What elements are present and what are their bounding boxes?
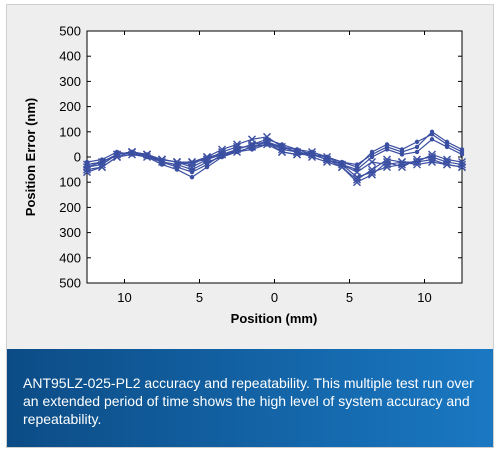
y-tick-label: 400 — [59, 49, 81, 64]
data-point-x — [98, 163, 106, 172]
data-point-x — [353, 173, 361, 182]
data-point-dot — [429, 129, 435, 134]
data-point-dot — [264, 137, 270, 142]
data-point-dot — [399, 152, 405, 157]
data-point-dot — [324, 157, 330, 162]
figure-caption: ANT95LZ-025-PL2 accuracy and repeatabili… — [7, 349, 493, 447]
data-point-dot — [339, 162, 345, 167]
data-point-x — [83, 165, 91, 174]
x-tick-label: 0 — [271, 290, 278, 305]
data-point-x — [368, 165, 376, 174]
data-point-dot — [294, 147, 300, 152]
data-point-dot — [369, 154, 375, 160]
data-point-x — [188, 158, 196, 167]
y-tick-label: 200 — [59, 200, 81, 215]
data-point-dot — [84, 164, 90, 170]
x-tick-label: 5 — [196, 290, 203, 305]
data-point-dot — [354, 167, 360, 172]
y-tick-label: 0 — [74, 150, 81, 165]
y-tick-label: 100 — [59, 175, 81, 190]
data-point-dot — [204, 159, 210, 165]
x-tick-label: 5 — [346, 290, 353, 305]
position-error-chart: 500 400 300 200 100 0 100 200 300 400 500 10 5 0 5 10 P… — [23, 24, 466, 326]
y-tick-label: 200 — [59, 99, 81, 114]
data-point-x — [353, 175, 361, 184]
data-point-dot — [354, 162, 360, 167]
data-point-dot — [459, 147, 465, 152]
data-point-x — [278, 147, 286, 156]
x-tick-label: 10 — [417, 290, 431, 305]
y-axis-label: Position Error (nm) — [23, 98, 38, 216]
data-point-dot — [459, 152, 465, 157]
data-point-dot — [249, 142, 255, 147]
y-tick-label: 500 — [59, 24, 81, 39]
data-point-dot — [144, 152, 150, 157]
data-point-x — [368, 168, 376, 177]
y-tick-label: 300 — [59, 225, 81, 240]
data-point-dot — [309, 152, 315, 157]
data-point-dot — [114, 152, 120, 157]
figure-card: 500 400 300 200 100 0 100 200 300 400 500 10 5 0 5 10 P… — [6, 4, 494, 448]
y-tick-label: 400 — [59, 250, 81, 265]
data-point-dot — [174, 162, 180, 167]
data-point-dot — [234, 147, 240, 152]
data-point-x — [413, 160, 421, 169]
data-point-dot — [174, 167, 180, 172]
data-point-x — [458, 163, 466, 172]
data-point-x — [203, 153, 211, 161]
data-point-dot — [189, 174, 195, 180]
y-tick-label: 300 — [59, 74, 81, 89]
data-point-dot — [129, 149, 135, 155]
y-tick-label: 100 — [59, 124, 81, 139]
data-point-dot — [444, 144, 450, 150]
data-point-x — [383, 163, 391, 172]
data-point-dot — [279, 142, 285, 147]
chart-area: 500 400 300 200 100 0 100 200 300 400 500 10 5 0 5 10 P… — [7, 5, 493, 349]
data-point-x — [398, 158, 406, 167]
data-point-dot — [414, 139, 420, 145]
series-line-7 — [86, 138, 463, 171]
data-point-dot — [189, 167, 195, 172]
data-point-dot — [204, 164, 210, 170]
data-point-dot — [429, 137, 435, 142]
x-axis-label: Position (mm) — [231, 311, 318, 326]
plot-frame — [86, 30, 463, 284]
data-point-x — [428, 158, 436, 167]
data-point-dot — [444, 139, 450, 145]
data-point-x — [383, 155, 391, 164]
data-point-dot — [384, 147, 390, 152]
data-point-dot — [99, 159, 105, 165]
y-tick-label: 500 — [59, 276, 81, 291]
data-point-dot — [414, 149, 420, 155]
data-point-x — [443, 160, 451, 169]
series-line-6 — [86, 131, 463, 178]
data-point-dot — [219, 154, 225, 160]
data-point-dot — [414, 144, 420, 150]
data-point-dot — [159, 159, 165, 165]
x-tick-label: 10 — [117, 290, 131, 305]
